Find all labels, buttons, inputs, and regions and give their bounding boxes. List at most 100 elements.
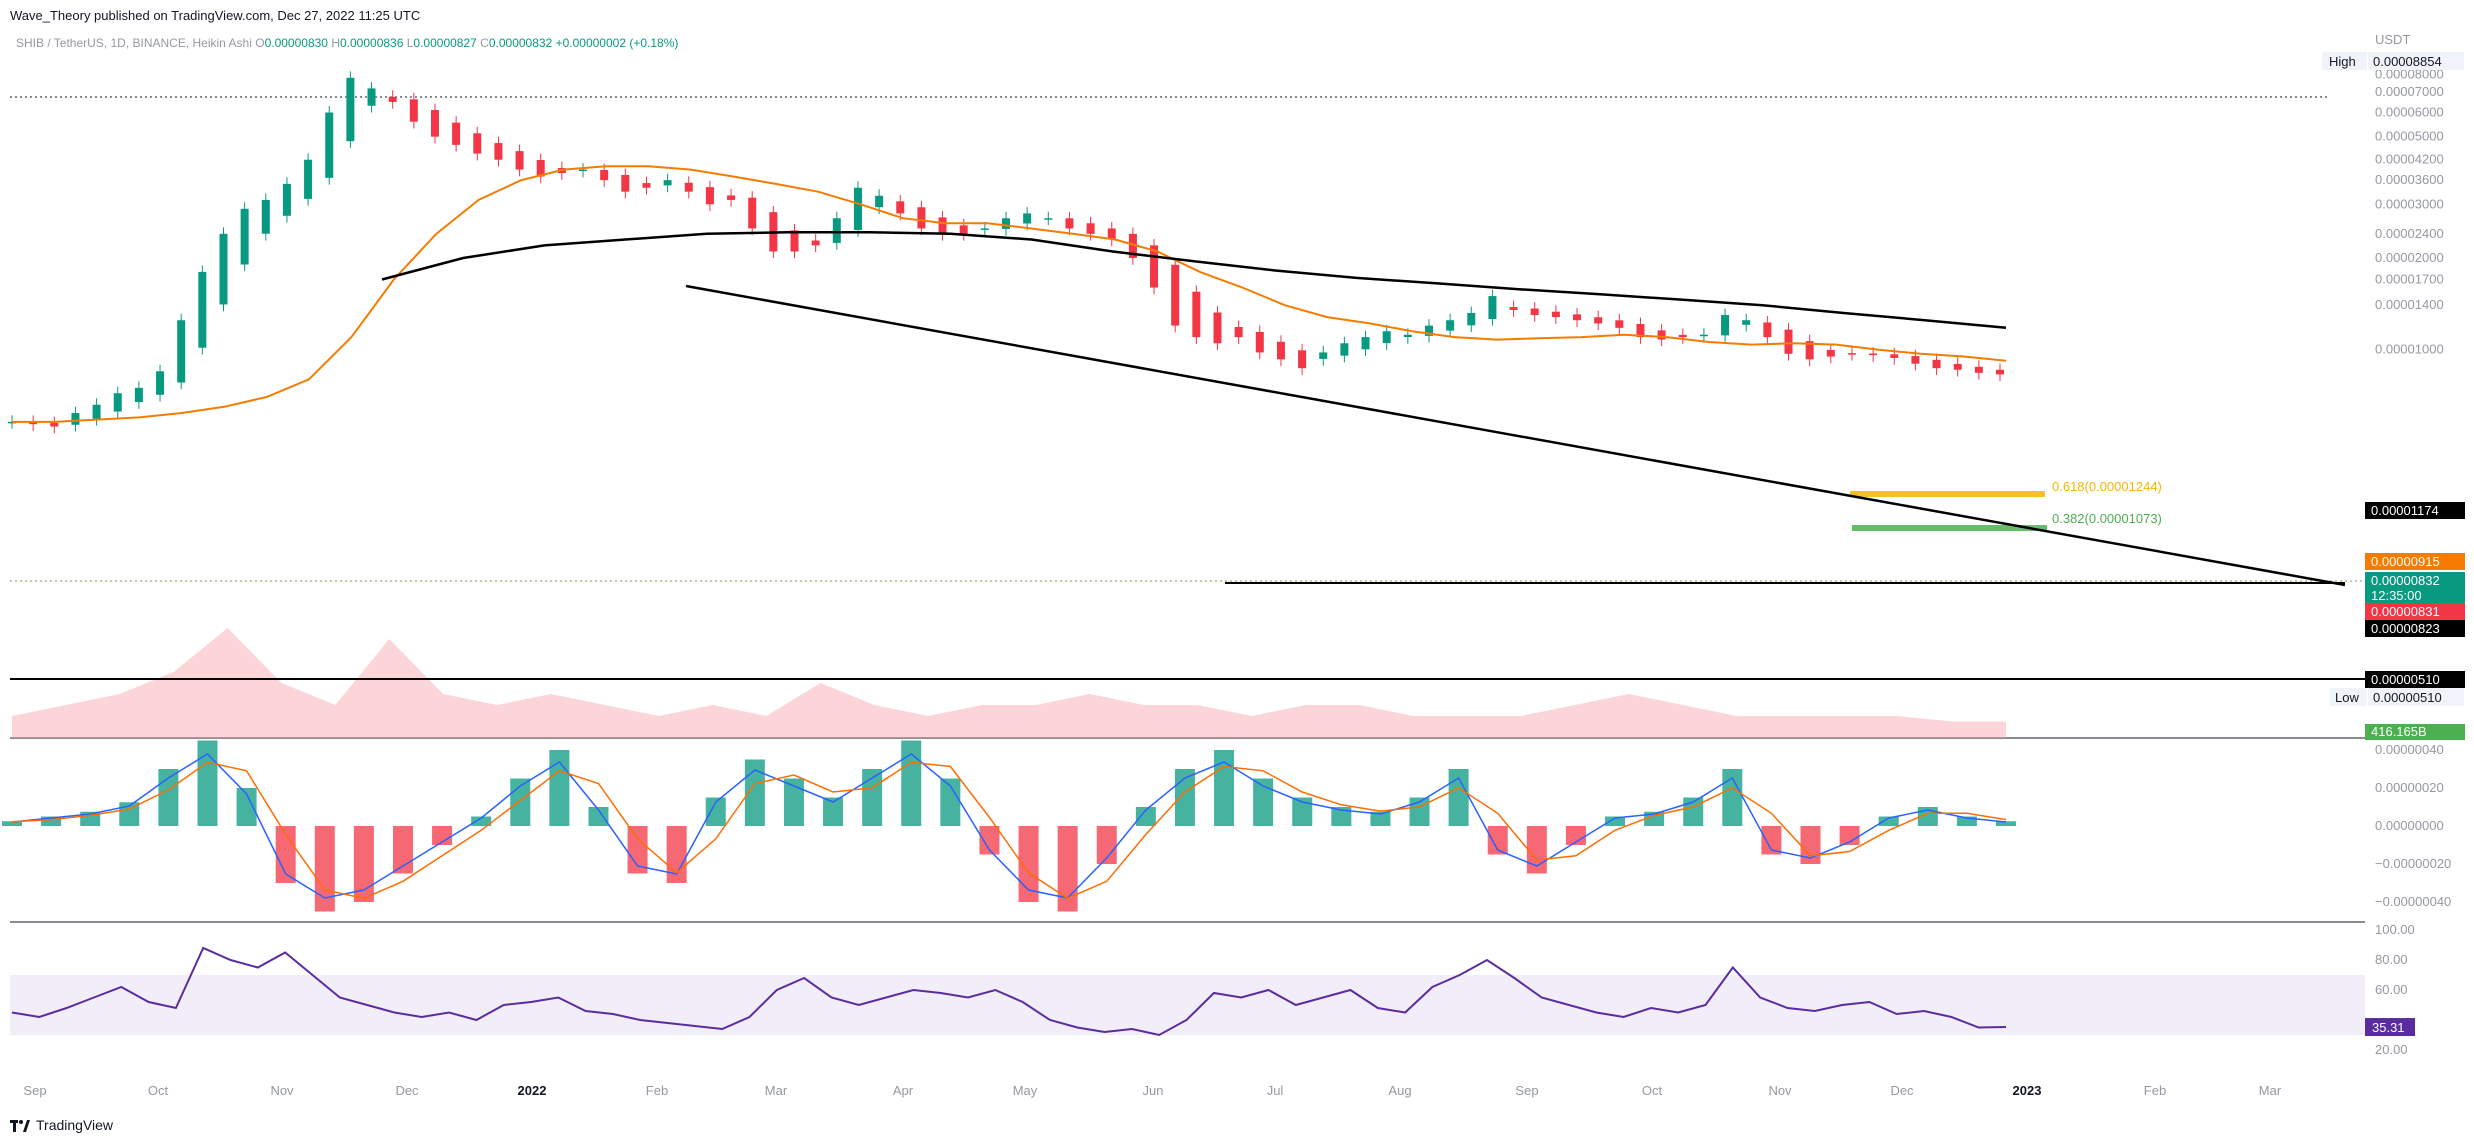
low-value: 0.00000510 [2373,690,2442,705]
tradingview-logo-icon [10,1119,30,1132]
heikin-ashi-candle [1847,353,1856,355]
heikin-ashi-candle [1403,334,1412,338]
macd-histogram-bar [392,826,413,874]
heikin-ashi-candle [325,112,334,178]
heikin-ashi-candle [1255,331,1264,353]
heikin-ashi-candle [494,143,503,160]
heikin-ashi-candle [1023,213,1032,224]
heikin-ashi-candle [832,218,841,243]
descending-trendline [685,284,2346,587]
heikin-ashi-candle [579,169,588,172]
heikin-ashi-candle [1065,218,1074,229]
high-value: 0.00000836 [339,36,404,50]
macd-histogram-bar [1135,807,1156,826]
heikin-ashi-candle [1869,353,1878,356]
heikin-ashi-candle [1361,337,1370,350]
rsi-tick-label: 80.00 [2375,952,2408,967]
heikin-ashi-candle [430,110,439,137]
open-label: O [255,36,265,50]
macd-tick-label: 0.00000000 [2375,818,2444,833]
time-axis-label: Jun [1143,1083,1164,1098]
heikin-ashi-candle [642,183,651,188]
volume-pane: 416.165B [12,628,2465,740]
low-label: Low [2335,690,2359,705]
heikin-ashi-candle [1530,308,1539,316]
rsi-pane[interactable]: 100.00 80.00 60.00 20.00 35.31 [11,922,2415,1057]
time-axis-label: Oct [148,1083,169,1098]
price-tag: 0.00001174 [2371,503,2439,518]
heikin-ashi-candle [282,183,291,216]
heikin-ashi-candle [705,187,714,205]
heikin-ashi-candle [748,197,757,229]
heikin-ashi-candle [1424,325,1433,336]
rsi-line [11,946,2007,1037]
price-tick-label: 0.00002400 [2375,226,2444,241]
heikin-ashi-candle [980,228,989,230]
heikin-ashi-candle [1742,320,1751,325]
time-axis-label: Jul [1267,1083,1284,1098]
heikin-ashi-candle [1128,233,1137,258]
price-tick-label: 0.00001400 [2375,297,2444,312]
time-axis-label: May [1013,1083,1038,1098]
price-axis[interactable]: USDT 0.00008000 0.00007000 0.00006000 0.0000… [2322,32,2464,706]
close-value: 0.00000832 [488,36,553,50]
heikin-ashi-candle [1467,312,1476,326]
heikin-ashi-candle [811,240,820,246]
time-axis[interactable]: Sep Oct Nov Dec 2022 Feb Mar Apr May Jun Jul Aug Sep… [23,1083,2281,1098]
heikin-ashi-candle [515,151,524,170]
heikin-ashi-candle [959,225,968,234]
heikin-ashi-candle [1044,218,1053,220]
heikin-ashi-candle [1594,317,1603,324]
macd-line [11,753,2007,899]
macd-pane[interactable]: 0.00000040 0.00000020 0.00000000 −0.0000002… [2,740,2451,912]
macd-histogram-bar [1174,769,1195,826]
price-tag-bg [2365,603,2465,620]
heikin-ashi-candle [1319,352,1328,359]
heikin-ashi-candle [1763,322,1772,338]
heikin-ashi-candle [1911,356,1920,364]
high-value: 0.00008854 [2373,54,2442,69]
heikin-ashi-candle [1086,223,1095,234]
macd-histogram-bar [1565,826,1586,845]
macd-histogram-bar [1370,811,1391,826]
heikin-ashi-candle [1573,314,1582,321]
heikin-ashi-candle [1509,307,1518,311]
price-pane[interactable]: 0.618(0.00001244) 0.382(0.00001073) [8,71,2365,680]
macd-histogram-bar [862,769,883,826]
heikin-ashi-candle [219,233,228,305]
price-tag: 0.00000832 [2371,573,2440,588]
price-tag: 0.00000915 [2371,554,2440,569]
price-tick-label: 0.00003000 [2375,196,2444,211]
heikin-ashi-candle [261,199,270,234]
heikin-ashi-candle [875,195,884,208]
symbol-legend: SHIB / TetherUS, 1D, BINANCE, Heikin Ash… [16,36,678,50]
volume-tag-bg [2365,724,2465,740]
time-axis-label: Dec [1890,1083,1914,1098]
macd-tick-label: −0.00000040 [2375,894,2451,909]
heikin-ashi-candle [346,77,355,142]
macd-histogram-bar [1605,816,1626,826]
macd-tick-label: 0.00000040 [2375,742,2444,757]
macd-histogram-bar [1722,769,1743,826]
rsi-tag: 35.31 [2372,1020,2405,1035]
macd-histogram-bar [1253,778,1274,826]
footer: TradingView [10,1117,113,1133]
heikin-ashi-candle [1826,349,1835,357]
macd-histogram-bar [1292,797,1313,826]
time-axis-label: Oct [1642,1083,1663,1098]
rsi-tick-label: 20.00 [2375,1042,2408,1057]
time-axis-label: Sep [1515,1083,1538,1098]
macd-histogram-bar [705,797,726,826]
price-tick-label: 0.00005000 [2375,129,2444,144]
macd-tick-label: −0.00000020 [2375,856,2451,871]
heikin-ashi-candle [1382,331,1391,344]
heikin-ashi-candle [1657,330,1666,340]
high-label: High [2329,54,2356,69]
macd-histogram-bar [627,826,648,874]
low-value-bg [2368,688,2464,706]
high-label: H [331,36,340,50]
heikin-ashi-candle [1213,312,1222,344]
macd-signal-line [11,761,2007,900]
time-axis-label: Sep [23,1083,46,1098]
